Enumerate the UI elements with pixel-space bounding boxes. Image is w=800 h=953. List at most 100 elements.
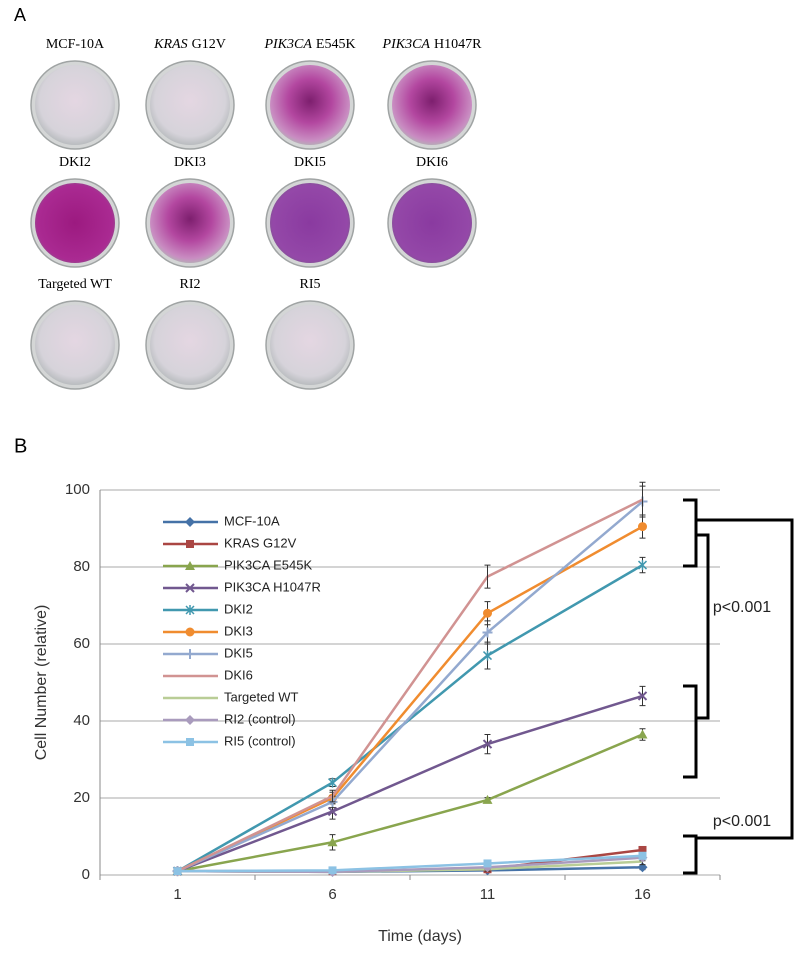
marker — [173, 867, 182, 876]
error-bar — [639, 481, 646, 518]
series — [174, 481, 646, 873]
y-tick-label: 0 — [82, 866, 90, 883]
series-line — [176, 498, 644, 873]
x-axis-label: Time (days) — [378, 928, 462, 945]
x-tick-label: 11 — [480, 886, 496, 903]
x-tick-label: 1 — [173, 886, 181, 903]
marker — [185, 715, 195, 725]
marker — [185, 561, 195, 570]
marker — [327, 806, 338, 817]
dish-label: RI2 — [180, 277, 201, 292]
dish-label: PIK3CA E545K — [263, 37, 355, 52]
gene-name: KRAS — [153, 37, 187, 52]
legend-label: DKI5 — [224, 645, 253, 660]
legend-label: DKI3 — [224, 623, 253, 638]
y-axis-label: Cell Number (relative) — [33, 605, 50, 761]
series-line — [177, 854, 643, 873]
y-tick-label: 60 — [73, 635, 90, 652]
marker — [186, 540, 194, 548]
dish-name: DKI3 — [174, 155, 206, 170]
error-bar — [329, 789, 336, 803]
marker — [328, 866, 337, 875]
series-line — [177, 733, 643, 873]
legend-label: KRAS G12V — [224, 535, 297, 550]
dish — [270, 65, 350, 145]
legend-label: RI2 (control) — [224, 711, 296, 726]
legend-label: Targeted WT — [224, 689, 298, 704]
marker — [185, 517, 195, 527]
dish — [270, 183, 350, 263]
marker — [482, 794, 493, 804]
annotation-bg — [702, 810, 782, 834]
legend: MCF-10A KRAS G12V PIK3CA E545K PIK3CA H1047… — [163, 513, 321, 748]
marker — [482, 739, 493, 749]
significance-brackets — [683, 498, 794, 875]
dish — [392, 65, 472, 145]
legend-label: DKI6 — [224, 667, 253, 682]
dish-name: H1047R — [434, 37, 482, 52]
marker — [185, 649, 195, 659]
p-value: p<0.001 — [713, 599, 771, 616]
x-tick-label: 16 — [634, 886, 651, 903]
dish — [35, 183, 115, 263]
dish-grid: MCF-10A KRAS G12V PIK3CA E545K PIK3CA H1047RDK… — [30, 37, 483, 390]
panel-label: B — [14, 435, 27, 457]
marker — [483, 859, 492, 868]
series — [172, 728, 648, 876]
legend-label: RI5 (control) — [224, 733, 296, 748]
marker — [186, 738, 194, 746]
dish-name: RI5 — [300, 277, 321, 292]
series-line — [176, 500, 644, 873]
marker — [482, 627, 493, 638]
dish — [150, 183, 230, 263]
dish-label: Targeted WT — [38, 277, 112, 292]
y-tick-label: 100 — [65, 481, 90, 498]
marker — [637, 560, 648, 571]
dish — [35, 305, 115, 385]
dish-label: RI5 — [300, 277, 321, 292]
marker — [637, 729, 648, 739]
marker — [483, 608, 492, 618]
dish-label: KRAS G12V — [153, 37, 226, 52]
legend-label: DKI2 — [224, 601, 253, 616]
dish-name: E545K — [316, 37, 356, 52]
marker — [482, 650, 493, 661]
dish-name: Targeted WT — [38, 277, 112, 292]
dish-label: DKI6 — [416, 155, 448, 170]
panel-label: A — [14, 5, 26, 25]
y-tick-label: 40 — [73, 712, 90, 729]
dish-name: G12V — [192, 37, 226, 52]
gene-name: PIK3CA — [263, 37, 312, 52]
dish — [35, 65, 115, 145]
x-tick-label: 6 — [328, 886, 336, 903]
marker — [638, 522, 647, 532]
dish — [270, 305, 350, 385]
series-line — [176, 563, 644, 873]
series — [173, 851, 647, 876]
legend-label: PIK3CA H1047R — [224, 579, 321, 594]
marker — [327, 777, 338, 788]
y-tick-label: 80 — [73, 558, 90, 575]
dish-label: DKI5 — [294, 155, 326, 170]
dish — [150, 65, 230, 145]
legend-label: PIK3CA E545K — [224, 557, 312, 572]
marker — [637, 691, 648, 701]
series-line — [177, 694, 643, 873]
dish-name: DKI6 — [416, 155, 448, 170]
y-tick-label: 20 — [73, 789, 90, 806]
legend-label: MCF-10A — [224, 513, 280, 528]
dish — [150, 305, 230, 385]
dish-label: MCF-10A — [46, 37, 105, 52]
p-value: p<0.001 — [713, 813, 771, 830]
marker — [185, 583, 195, 593]
marker — [185, 627, 195, 637]
dish-label: PIK3CA H1047R — [382, 37, 483, 52]
marker — [638, 845, 647, 854]
annotation-bg — [702, 596, 782, 620]
dish-name: DKI5 — [294, 155, 326, 170]
dish-label: DKI2 — [59, 155, 91, 170]
gene-name: PIK3CA — [382, 37, 431, 52]
dish-name: MCF-10A — [46, 37, 105, 52]
